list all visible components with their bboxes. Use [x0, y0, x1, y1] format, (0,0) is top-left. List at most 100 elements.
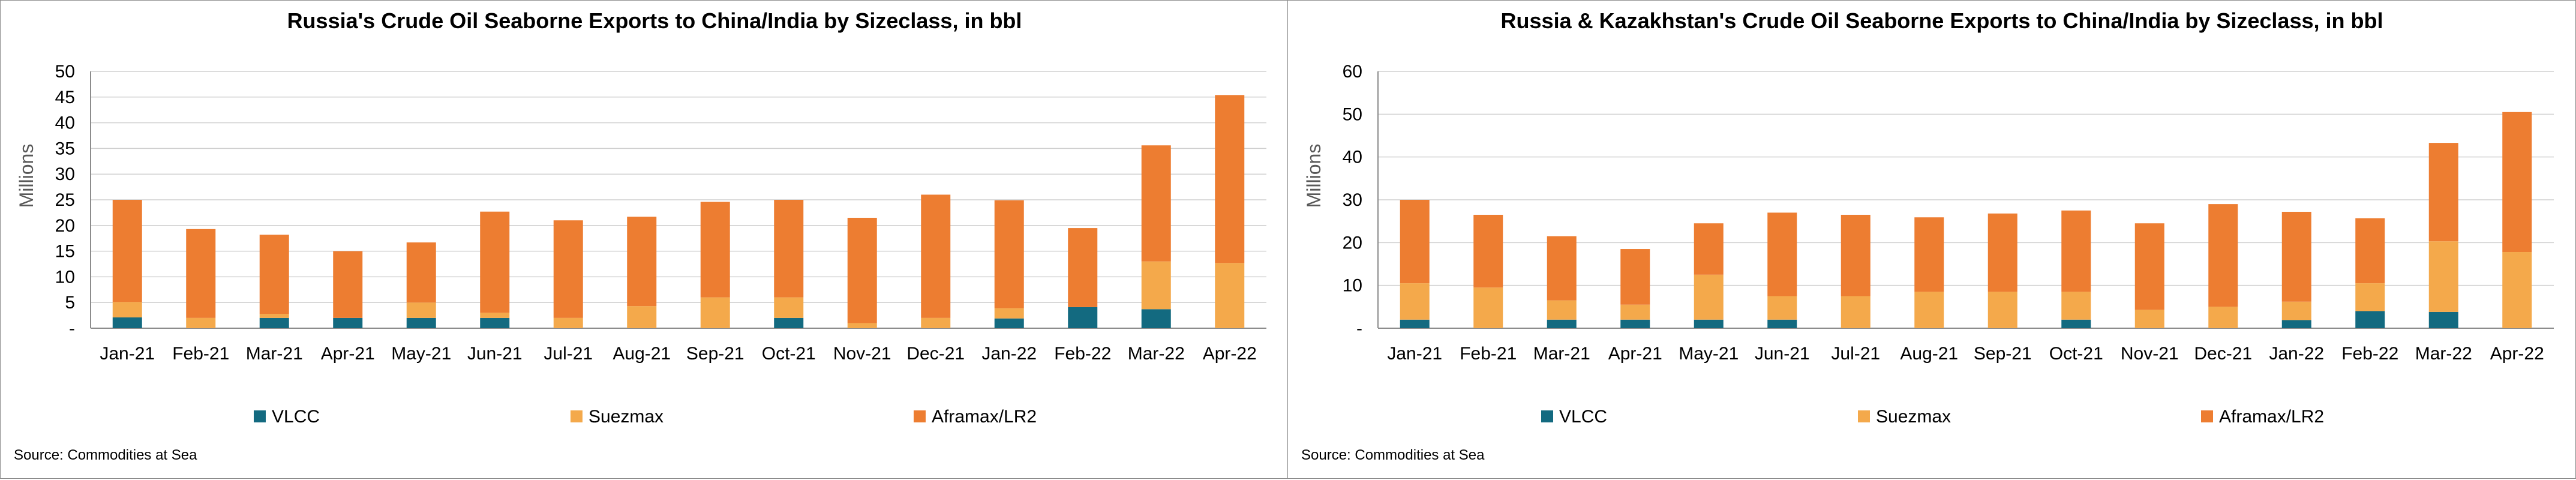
bar-aframax-lr2-jan-21	[112, 200, 142, 302]
bar-suezmax-mar-22	[2428, 241, 2458, 312]
chart-title: Russia's Crude Oil Seaborne Exports to C…	[287, 8, 1022, 33]
y-tick-label: 20	[55, 216, 75, 236]
x-tick-label: Apr-22	[2490, 344, 2544, 364]
x-tick-label: Jun-21	[1755, 344, 1810, 364]
bar-aframax-lr2-apr-21	[333, 251, 363, 318]
y-tick-label: 25	[55, 190, 75, 210]
bar-vlcc-mar-21	[259, 317, 289, 328]
chart-title: Russia & Kazakhstan's Crude Oil Seaborne…	[1501, 8, 2383, 33]
bar-aframax-lr2-feb-22	[2355, 218, 2385, 284]
x-tick-label: May-21	[1679, 344, 1739, 364]
bar-aframax-lr2-aug-21	[627, 217, 657, 307]
bar-vlcc-mar-22	[2428, 311, 2458, 328]
bar-suezmax-sep-21	[1987, 292, 2017, 328]
bar-suezmax-feb-22	[2355, 283, 2385, 311]
x-tick-label: Aug-21	[613, 344, 671, 364]
x-tick-label: Jan-22	[2269, 344, 2324, 364]
bar-suezmax-jun-21	[1767, 296, 1797, 320]
chart-russia-exports: Russia's Crude Oil Seaborne Exports to C…	[14, 8, 1266, 463]
x-tick-label: Nov-21	[2121, 344, 2179, 364]
legend-label-vlcc: VLCC	[1559, 407, 1607, 427]
bar-vlcc-jan-22	[994, 318, 1024, 328]
bar-aframax-lr2-aug-21	[1914, 217, 1944, 292]
bar-suezmax-nov-21	[847, 323, 877, 328]
x-tick-label: Mar-22	[1128, 344, 1185, 364]
bar-suezmax-jul-21	[1841, 296, 1871, 328]
bar-vlcc-feb-22	[1068, 307, 1098, 328]
legend-swatch-vlcc	[254, 410, 266, 422]
bar-vlcc-jan-22	[2281, 320, 2311, 328]
x-tick-label: Nov-21	[833, 344, 891, 364]
bar-aframax-lr2-apr-21	[1620, 249, 1650, 305]
y-tick-label: 50	[55, 62, 75, 82]
bar-vlcc-oct-21	[774, 317, 804, 328]
bar-aframax-lr2-jan-22	[2281, 211, 2311, 302]
chart-panel-russia: Russia's Crude Oil Seaborne Exports to C…	[0, 0, 1289, 479]
legend-swatch-vlcc	[1541, 410, 1553, 422]
y-tick-label: 60	[1343, 62, 1362, 82]
bar-suezmax-sep-21	[700, 297, 730, 328]
bar-suezmax-feb-21	[1473, 287, 1503, 328]
y-tick-label: 10	[1343, 276, 1362, 296]
x-tick-label: May-21	[391, 344, 451, 364]
x-tick-label: Apr-21	[321, 344, 375, 364]
chart-russia-kazakhstan-exports: Russia & Kazakhstan's Crude Oil Seaborne…	[1301, 8, 2554, 463]
bar-aframax-lr2-oct-21	[2061, 210, 2091, 292]
bar-aframax-lr2-dec-21	[2208, 204, 2238, 307]
y-tick-label: 20	[1343, 233, 1362, 253]
y-tick-label: -	[1356, 319, 1362, 338]
legend-swatch-suezmax	[1858, 410, 1870, 422]
bar-aframax-lr2-apr-22	[2502, 112, 2532, 253]
x-tick-label: Jan-21	[1387, 344, 1442, 364]
x-tick-label: Feb-22	[1054, 344, 1111, 364]
bar-aframax-lr2-nov-21	[2134, 223, 2164, 310]
chart-panel-russia-kazakhstan: Russia & Kazakhstan's Crude Oil Seaborne…	[1287, 0, 2576, 479]
x-tick-label: Sep-21	[1974, 344, 2032, 364]
bar-suezmax-jan-21	[112, 302, 142, 318]
x-tick-label: Jul-21	[544, 344, 593, 364]
bar-aframax-lr2-jan-22	[994, 200, 1024, 308]
x-tick-label: Mar-22	[2415, 344, 2472, 364]
y-tick-label: -	[69, 319, 75, 338]
bar-suezmax-mar-22	[1141, 261, 1171, 310]
x-tick-label: Jul-21	[1831, 344, 1880, 364]
bar-aframax-lr2-nov-21	[847, 217, 877, 323]
bar-aframax-lr2-mar-22	[1141, 145, 1171, 262]
bar-suezmax-jan-22	[994, 308, 1024, 319]
bar-aframax-lr2-sep-21	[700, 202, 730, 298]
y-tick-label: 40	[1343, 148, 1362, 167]
bar-suezmax-apr-22	[1215, 263, 1245, 328]
bar-vlcc-may-21	[1694, 319, 1724, 328]
x-tick-label: Jun-21	[467, 344, 523, 364]
legend-swatch-aframax-lr2	[2201, 410, 2213, 422]
bar-suezmax-jul-21	[553, 317, 583, 328]
x-tick-label: Mar-21	[1533, 344, 1590, 364]
bar-vlcc-mar-22	[1141, 309, 1171, 328]
y-tick-label: 15	[55, 242, 75, 262]
bar-aframax-lr2-sep-21	[1987, 213, 2017, 292]
y-axis-label: Millions	[1303, 144, 1325, 208]
x-tick-label: Jan-21	[100, 344, 155, 364]
y-tick-label: 30	[55, 164, 75, 184]
bar-vlcc-apr-21	[1620, 319, 1650, 328]
bar-aframax-lr2-jul-21	[1841, 214, 1871, 296]
bar-suezmax-may-21	[1694, 274, 1724, 320]
bar-suezmax-apr-22	[2502, 252, 2532, 328]
bar-aframax-lr2-feb-21	[186, 229, 216, 318]
x-tick-label: Sep-21	[686, 344, 744, 364]
x-tick-label: Feb-22	[2341, 344, 2398, 364]
legend-swatch-suezmax	[571, 410, 583, 422]
bar-vlcc-may-21	[406, 317, 436, 328]
bar-suezmax-aug-21	[627, 306, 657, 328]
y-tick-label: 10	[55, 267, 75, 287]
bar-aframax-lr2-feb-22	[1068, 228, 1098, 307]
bar-aframax-lr2-mar-21	[259, 235, 289, 314]
x-tick-label: Dec-21	[906, 344, 965, 364]
bar-aframax-lr2-dec-21	[921, 194, 951, 318]
bar-aframax-lr2-feb-21	[1473, 214, 1503, 288]
bar-suezmax-mar-21	[1547, 300, 1577, 320]
bar-aframax-lr2-jun-21	[480, 211, 510, 313]
x-tick-label: Jan-22	[981, 344, 1037, 364]
y-axis-label: Millions	[16, 144, 37, 208]
legend-label-suezmax: Suezmax	[589, 407, 663, 427]
